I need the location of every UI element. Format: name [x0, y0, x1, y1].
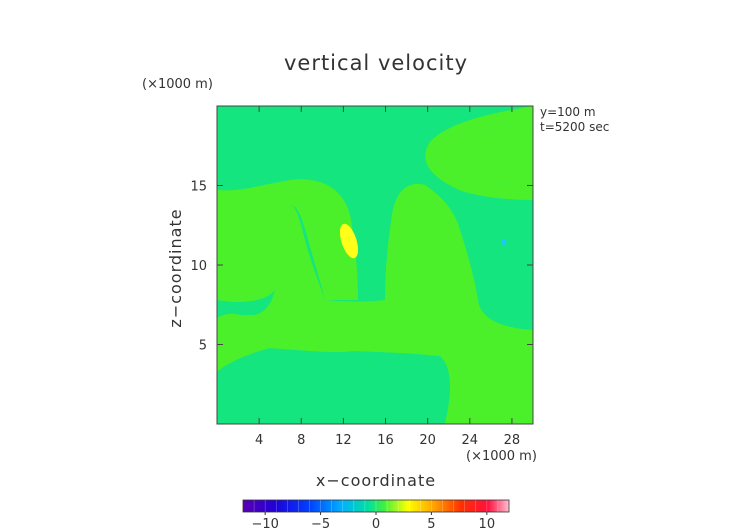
x-tick-label: 16	[377, 433, 394, 448]
region-upper-right-patch	[425, 106, 533, 200]
x-tick-label: 24	[462, 433, 479, 448]
x-tick-label: 28	[504, 433, 521, 448]
chart-title: vertical velocity	[284, 51, 468, 75]
y-tick-label: 5	[199, 339, 207, 354]
colorbar-tick-label: 10	[479, 517, 496, 532]
colorbar-tick-label: −10	[251, 517, 278, 532]
x-tick-label: 12	[335, 433, 352, 448]
annotation-y: y=100 m	[540, 105, 596, 119]
colorbar-tick-label: 5	[427, 517, 435, 532]
region-inner-arch	[217, 179, 358, 302]
y-axis-label: z−coordinate	[166, 208, 185, 327]
x-tick-label: 8	[297, 433, 305, 448]
annotation-t: t=5200 sec	[540, 120, 609, 134]
x-axis-label: x−coordinate	[316, 471, 436, 490]
colorbar-tick-label: −5	[311, 517, 330, 532]
colorbar-tick-label: 0	[372, 517, 380, 532]
x-axis: 4 8 12 16 20 24 28	[255, 106, 520, 448]
x-tick-label: 4	[255, 433, 263, 448]
region-upper-band	[217, 106, 533, 330]
colorbar-axis: −10 −5 0 5 10	[251, 512, 495, 532]
y-axis: 5 10 15	[190, 180, 533, 354]
region-mid-base	[217, 314, 533, 354]
updraft-core	[339, 223, 359, 259]
colorbar-segments	[253, 500, 499, 512]
y-tick-label: 15	[190, 180, 207, 195]
x-unit-label: (×1000 m)	[466, 449, 537, 464]
downdraft-spot	[501, 239, 507, 245]
region-lower-left	[217, 346, 450, 424]
y-unit-label: (×1000 m)	[142, 77, 213, 92]
x-tick-label: 20	[419, 433, 436, 448]
region-center-column	[392, 184, 480, 322]
contour-field	[217, 106, 533, 424]
y-tick-label: 10	[190, 259, 207, 274]
